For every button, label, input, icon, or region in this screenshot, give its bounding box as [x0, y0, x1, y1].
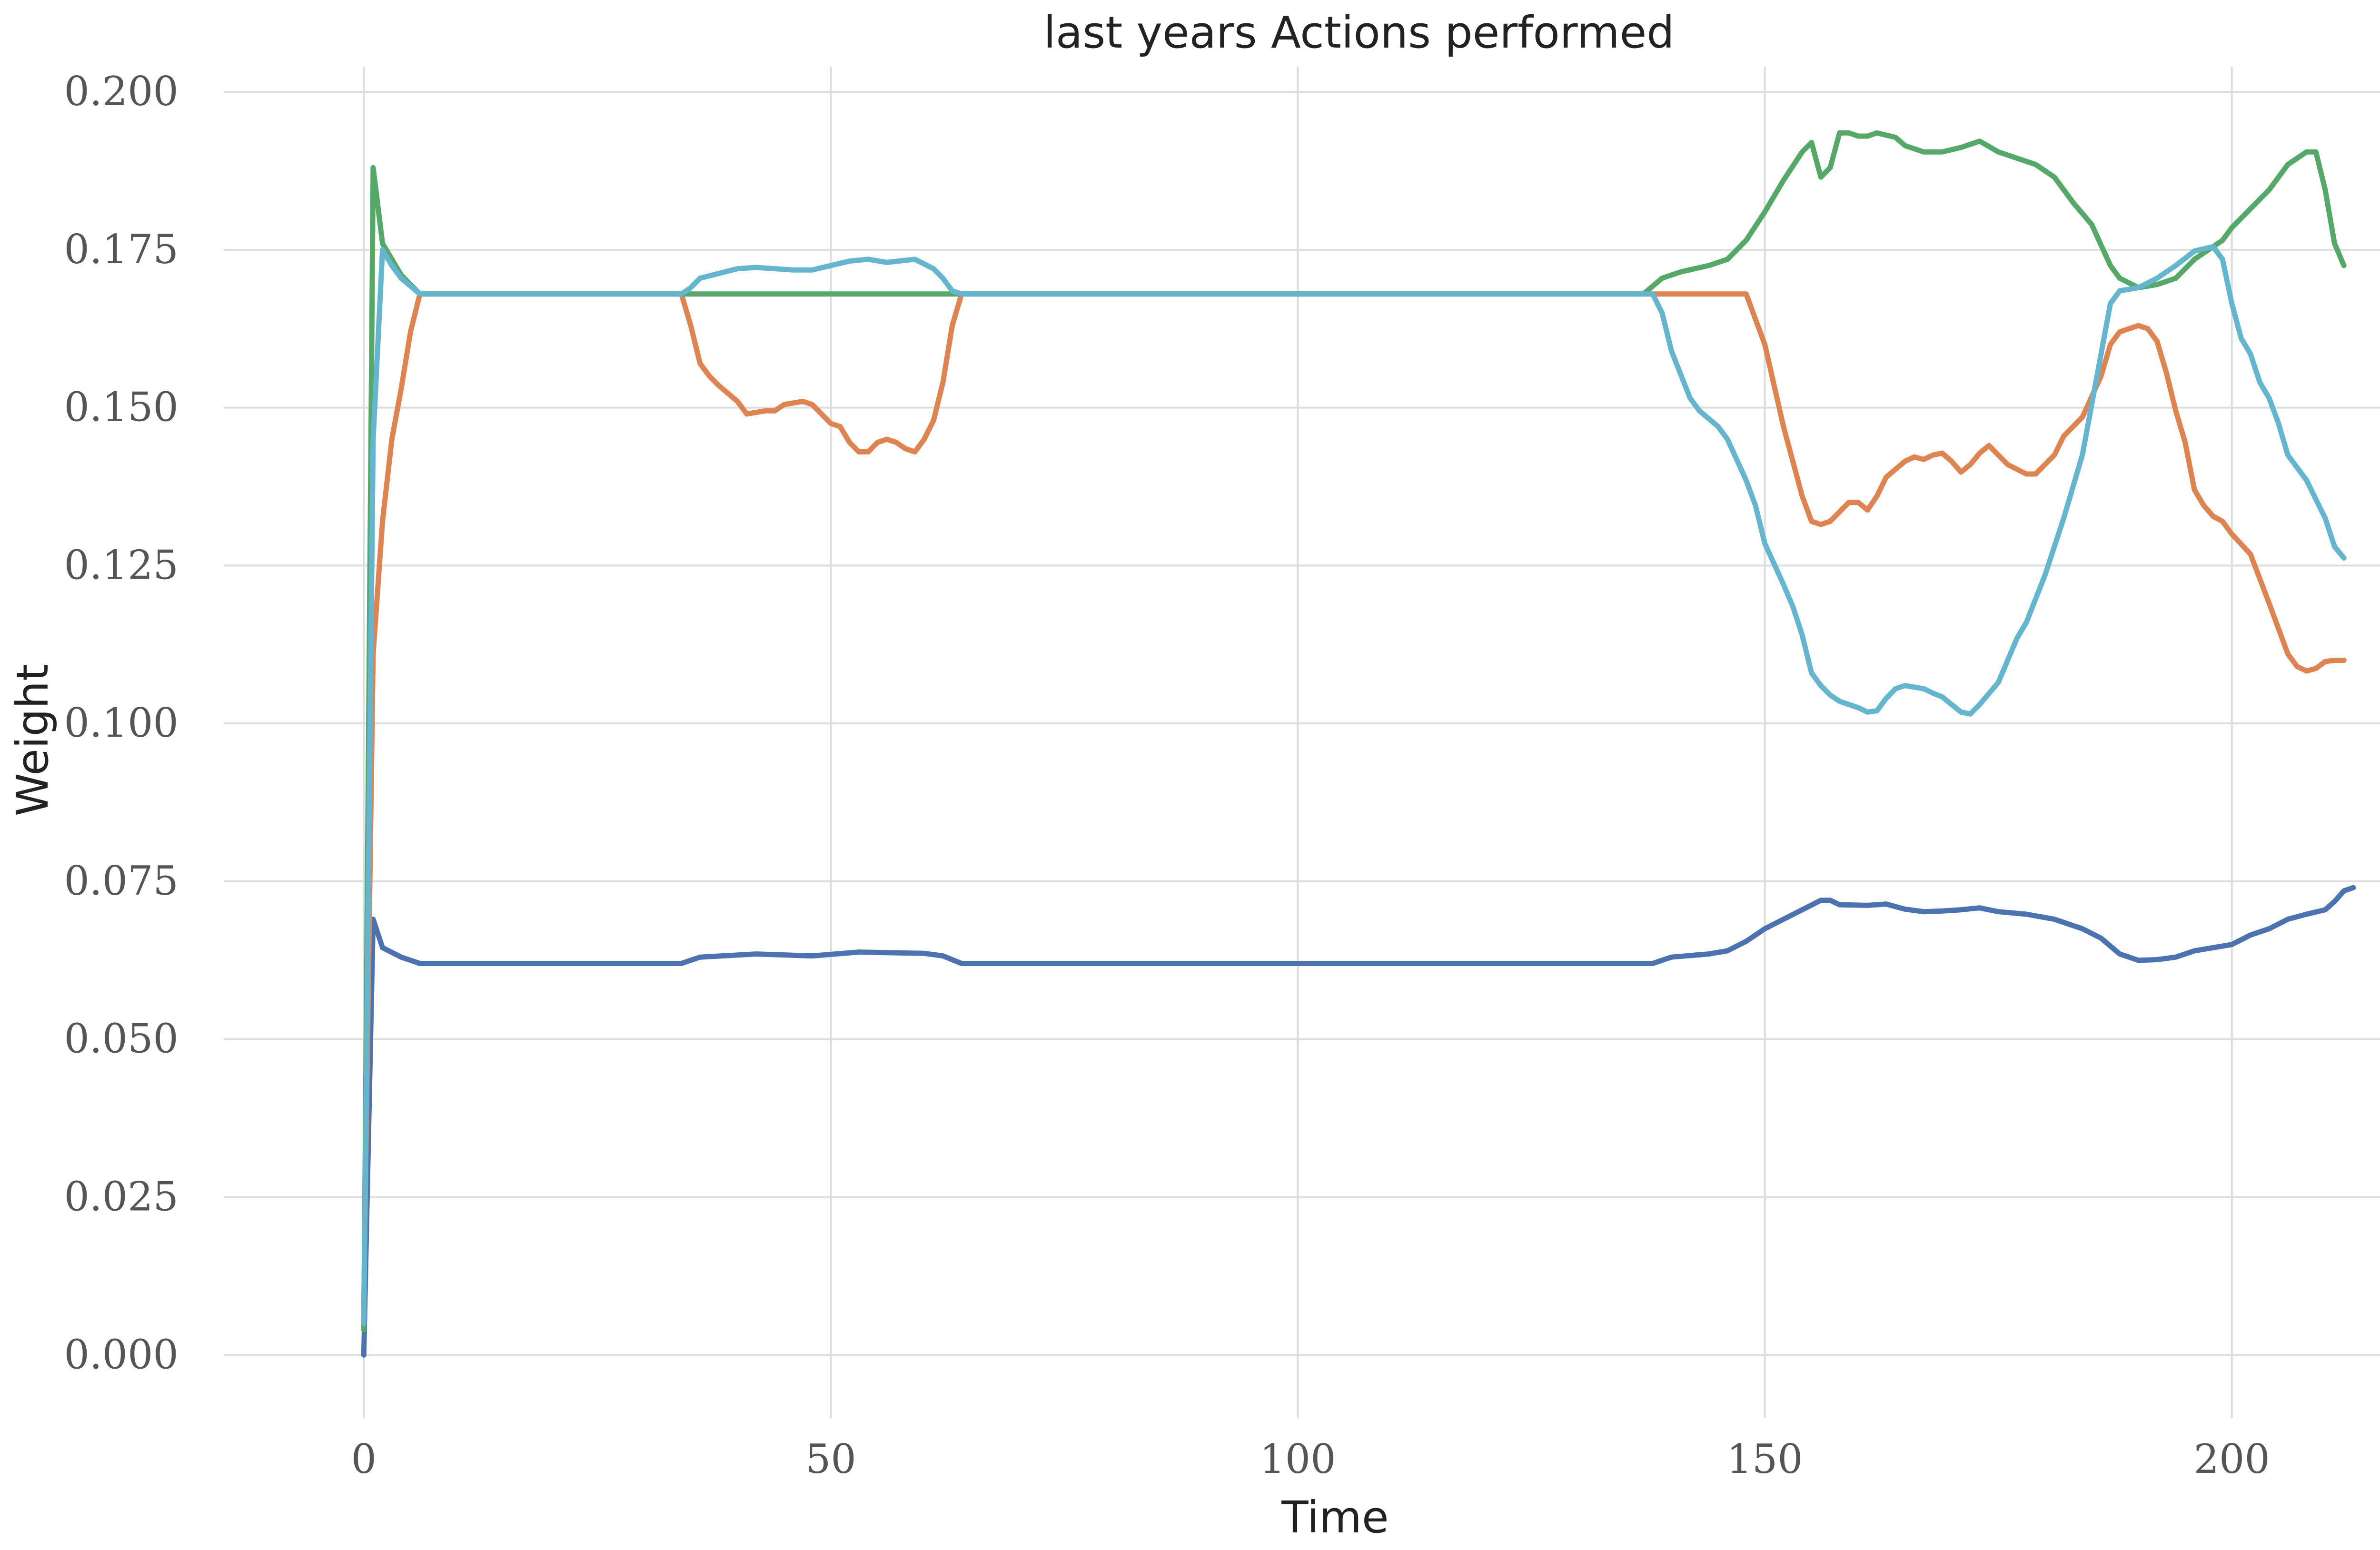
- y-tick-label: 0.075: [64, 858, 178, 904]
- y-tick-label: 0.000: [64, 1331, 178, 1378]
- y-tick-label: 0.100: [64, 700, 178, 746]
- y-tick-label: 0.175: [64, 226, 178, 273]
- grid: [224, 67, 2380, 1418]
- x-axis-label: Time: [1281, 1492, 1388, 1543]
- x-tick-label: 200: [2194, 1436, 2270, 1482]
- plot-area: [361, 130, 2356, 1358]
- series-line-3: [361, 130, 2347, 1333]
- y-tick-label: 0.125: [64, 542, 178, 588]
- y-tick-label: 0.050: [64, 1016, 178, 1062]
- x-tick-label: 100: [1259, 1436, 1336, 1482]
- series-line-4: [361, 244, 2347, 1326]
- x-tick-label: 50: [805, 1436, 856, 1482]
- tick-labels: 0.000 0.025 0.050 0.075 0.100 0.125 0.150 0.175…: [64, 68, 2270, 1482]
- series-line-2: [361, 291, 2347, 1307]
- y-axis-label: Weight: [7, 664, 58, 817]
- y-tick-label: 0.025: [64, 1174, 178, 1220]
- y-tick-label: 0.200: [64, 68, 178, 115]
- series-line-1: [361, 885, 2356, 1358]
- x-tick-label: 150: [1726, 1436, 1803, 1482]
- y-tick-label: 0.150: [64, 384, 178, 431]
- x-tick-label: 0: [351, 1436, 377, 1482]
- chart-title: last years Actions performed: [1043, 7, 1674, 58]
